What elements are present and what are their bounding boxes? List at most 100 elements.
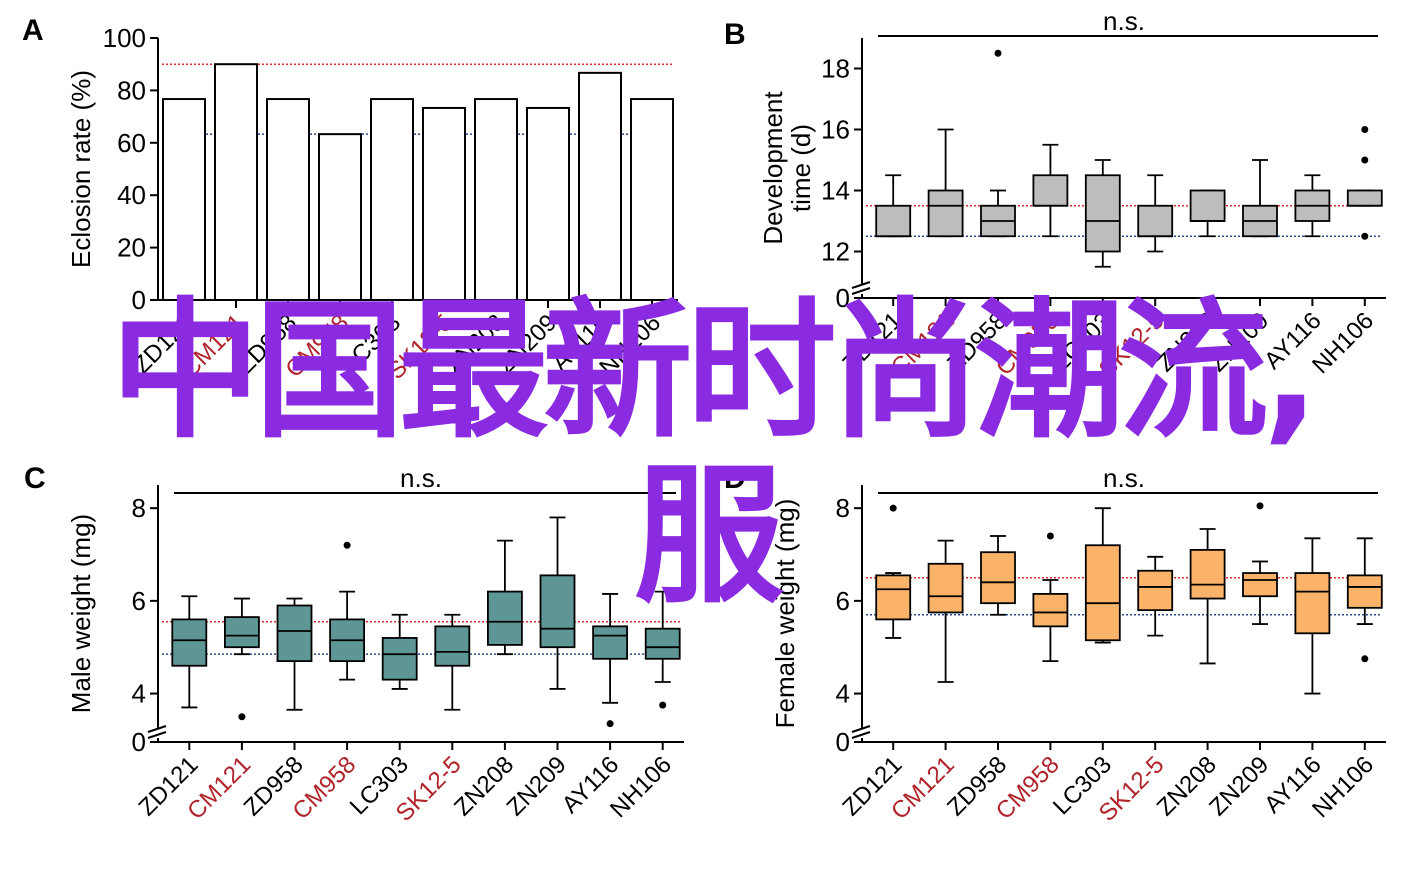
outlier-point bbox=[659, 701, 667, 709]
x-tick-label-zn209: ZN209 bbox=[1204, 307, 1274, 377]
y-tick-label-zero: 0 bbox=[836, 727, 850, 757]
y-tick-label: 12 bbox=[821, 237, 850, 267]
bar-zn208 bbox=[474, 98, 518, 301]
significance-label: n.s. bbox=[1103, 463, 1145, 493]
box-zn209 bbox=[539, 574, 576, 649]
x-tick-label-zn208: ZN208 bbox=[449, 751, 519, 821]
axis-break-mark bbox=[851, 281, 871, 289]
y-tick-label: 4 bbox=[132, 679, 146, 709]
y-tick-label: 80 bbox=[117, 75, 146, 105]
box-sk12-5 bbox=[1137, 569, 1174, 612]
box-zn208 bbox=[486, 590, 523, 646]
outlier-point bbox=[343, 541, 351, 549]
significance-label: n.s. bbox=[1103, 6, 1145, 36]
y-tick-label: 20 bbox=[117, 233, 146, 263]
box-zd121 bbox=[875, 204, 912, 238]
box-zd958 bbox=[276, 604, 313, 663]
y-tick-label: 4 bbox=[836, 679, 850, 709]
y-tick-label: 0 bbox=[132, 285, 146, 315]
x-tick-label-zn209: ZN209 bbox=[502, 751, 572, 821]
box-cm121 bbox=[223, 616, 260, 649]
outlier-point bbox=[889, 504, 897, 512]
y-tick-label: 6 bbox=[132, 586, 146, 616]
box-zd121 bbox=[875, 574, 912, 621]
box-nh106 bbox=[644, 627, 681, 660]
significance-label: n.s. bbox=[400, 463, 442, 493]
panel-label-d: D bbox=[724, 462, 746, 495]
axis-break-gap bbox=[152, 728, 164, 738]
bar-lc303 bbox=[370, 98, 414, 301]
x-tick-label-zn208: ZN208 bbox=[1152, 751, 1222, 821]
panel-label-b: B bbox=[724, 18, 746, 51]
box-zn208 bbox=[1189, 548, 1226, 600]
y-tick-label: 14 bbox=[821, 176, 850, 206]
box-nh106 bbox=[1346, 574, 1383, 609]
box-lc303 bbox=[381, 637, 418, 681]
y-axis-label: Female weight (mg) bbox=[770, 499, 800, 729]
panel-label-a: A bbox=[22, 14, 44, 47]
outlier-point bbox=[1256, 502, 1264, 510]
y-tick-label-zero: 0 bbox=[836, 283, 850, 313]
box-cm121 bbox=[927, 562, 964, 614]
panel-label-c: C bbox=[24, 462, 46, 495]
axis-break-mark bbox=[147, 731, 167, 739]
box-zn208 bbox=[1189, 189, 1226, 222]
bar-zn209 bbox=[526, 106, 570, 302]
outlier-point bbox=[1046, 532, 1054, 540]
y-tick-label: 8 bbox=[132, 493, 146, 523]
axis-break-mark bbox=[851, 287, 871, 295]
outlier-point bbox=[606, 720, 614, 728]
x-tick-label-zn209: ZN209 bbox=[492, 309, 562, 379]
axis-break-mark bbox=[851, 725, 871, 733]
outlier-point bbox=[1361, 156, 1369, 164]
y-tick-label: 40 bbox=[117, 180, 146, 210]
box-sk12-5 bbox=[1137, 204, 1174, 238]
box-cm958 bbox=[1032, 174, 1069, 207]
y-tick-label: 100 bbox=[103, 23, 146, 53]
box-lc303 bbox=[1084, 174, 1121, 253]
y-tick-label: 16 bbox=[821, 115, 850, 145]
box-sk12-5 bbox=[434, 625, 471, 667]
outlier-point bbox=[1361, 655, 1369, 663]
axis-break-mark bbox=[851, 731, 871, 739]
y-tick-label: 60 bbox=[117, 128, 146, 158]
bar-cm958 bbox=[318, 133, 362, 301]
box-zd121 bbox=[171, 618, 208, 667]
box-ay116 bbox=[1294, 572, 1331, 635]
box-cm958 bbox=[1032, 593, 1069, 628]
bar-sk12-5 bbox=[422, 106, 466, 302]
y-tick-label: 8 bbox=[836, 493, 850, 523]
bar-zd121 bbox=[162, 98, 206, 301]
bar-ay116 bbox=[578, 71, 622, 302]
y-axis-label: Development bbox=[758, 91, 788, 245]
box-zn209 bbox=[1242, 572, 1278, 598]
y-axis-label: time (d) bbox=[786, 124, 816, 212]
box-cm121 bbox=[927, 189, 964, 238]
bar-nh106 bbox=[630, 98, 674, 301]
box-ay116 bbox=[592, 625, 628, 660]
outlier-point bbox=[994, 49, 1002, 57]
box-lc303 bbox=[1084, 544, 1121, 642]
y-axis-label: Eclosion rate (%) bbox=[66, 70, 96, 268]
y-tick-label: 18 bbox=[821, 54, 850, 84]
y-axis-label: Male weight (mg) bbox=[66, 514, 96, 713]
box-zd958 bbox=[980, 551, 1016, 605]
x-tick-label-zn209: ZN209 bbox=[1204, 751, 1274, 821]
box-nh106 bbox=[1346, 189, 1383, 207]
outlier-point bbox=[238, 713, 246, 721]
axis-break-mark bbox=[147, 725, 167, 733]
y-tick-label: 6 bbox=[836, 586, 850, 616]
axis-break-gap bbox=[856, 284, 868, 294]
x-tick-label-zn208: ZN208 bbox=[1152, 307, 1222, 377]
outlier-point bbox=[1361, 232, 1369, 240]
outlier-point bbox=[1361, 126, 1369, 133]
bar-cm121 bbox=[214, 63, 258, 301]
bar-zd958 bbox=[266, 98, 310, 301]
axis-break-gap bbox=[856, 728, 868, 738]
y-tick-label-zero: 0 bbox=[132, 727, 146, 757]
